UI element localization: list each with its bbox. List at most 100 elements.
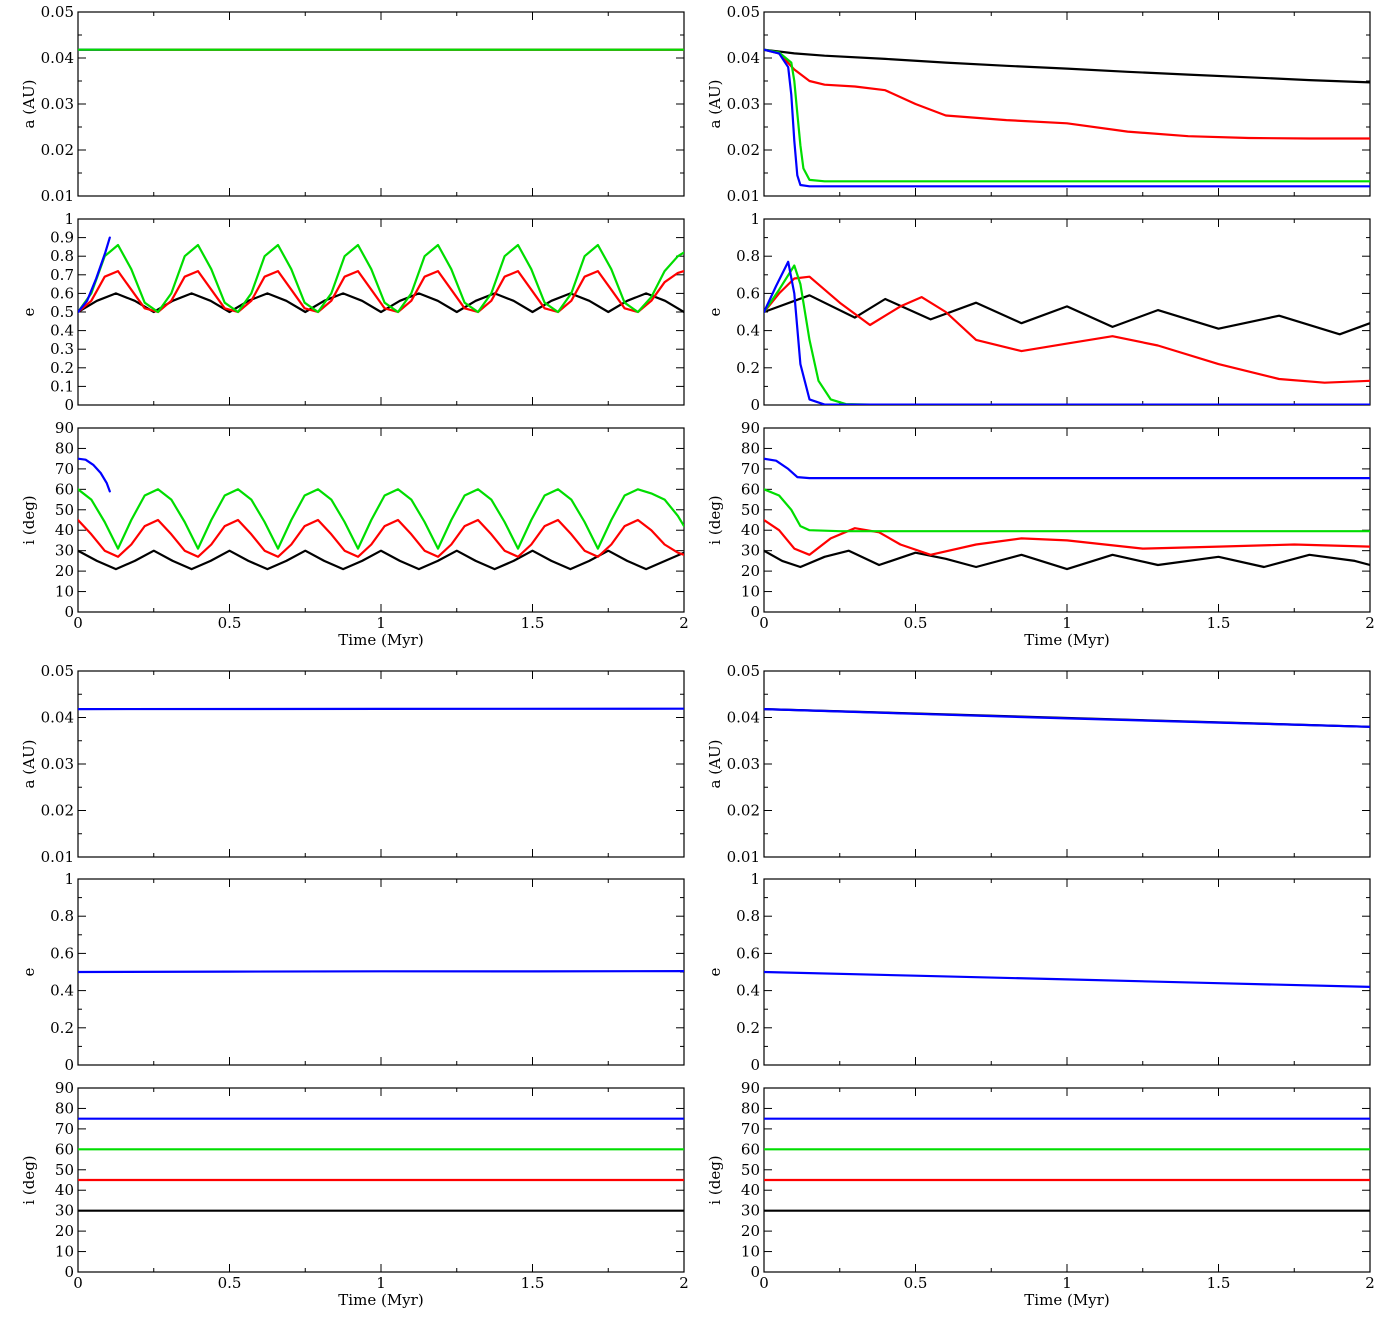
y-tick-label: 80 xyxy=(55,1099,74,1117)
x-axis-label: Time (Myr) xyxy=(1024,1291,1109,1309)
series-line-black xyxy=(78,549,684,571)
y-tick-label: 0.04 xyxy=(41,709,74,727)
x-tick-label: 0.5 xyxy=(904,614,928,632)
y-tick-label: 90 xyxy=(55,1079,74,1097)
y-tick-label: 40 xyxy=(741,521,760,539)
y-tick-label: 10 xyxy=(55,583,74,601)
x-tick-label: 1 xyxy=(1062,1274,1072,1292)
x-tick-label: 1 xyxy=(1062,614,1072,632)
series-line-green xyxy=(78,243,684,314)
y-tick-label: 10 xyxy=(741,1243,760,1261)
series-line-blue xyxy=(78,969,684,974)
y-tick-label: 1 xyxy=(64,210,74,228)
panel-bl-a: 0.01 0.02 0.03 0.04 0.05 a (AU) xyxy=(20,662,685,866)
y-tick-label: 40 xyxy=(55,1181,74,1199)
y-tick-label: 0.6 xyxy=(50,284,74,302)
y-tick-label: 0.04 xyxy=(41,49,74,67)
y-tick-label: 0.05 xyxy=(727,662,760,680)
y-axis-label: e xyxy=(706,307,724,316)
series-line-red xyxy=(78,518,684,558)
x-tick-label: 2 xyxy=(679,614,689,632)
y-axis-label: a (AU) xyxy=(20,80,38,129)
y-axis-label: e xyxy=(706,967,724,976)
x-tick-label: 2 xyxy=(679,1274,689,1292)
x-tick-label: 1.5 xyxy=(521,1274,545,1292)
y-tick-label: 0.03 xyxy=(727,755,760,773)
y-tick-label: 0.01 xyxy=(41,848,74,866)
panel-tl-e: 00.10.20.30.40.50.60.70.80.91 e xyxy=(20,210,685,414)
y-tick-label: 0.1 xyxy=(50,377,74,395)
y-tick-label: 60 xyxy=(741,480,760,498)
y-tick-label: 90 xyxy=(741,1079,760,1097)
series-line-blue xyxy=(764,260,1370,405)
series-line-blue xyxy=(764,48,1370,188)
y-tick-label: 0.03 xyxy=(41,755,74,773)
y-tick-label: 0 xyxy=(750,396,760,414)
y-tick-label: 0.2 xyxy=(736,359,760,377)
y-tick-label: 90 xyxy=(55,419,74,437)
y-tick-label: 0.02 xyxy=(41,802,74,820)
y-tick-label: 60 xyxy=(55,480,74,498)
x-tick-label: 0 xyxy=(73,1274,83,1292)
y-tick-label: 20 xyxy=(741,562,760,580)
x-tick-label: 2 xyxy=(1365,1274,1375,1292)
y-tick-label: 0.02 xyxy=(41,141,74,159)
y-tick-label: 60 xyxy=(55,1140,74,1158)
y-tick-label: 0.05 xyxy=(41,662,74,680)
y-tick-label: 0.4 xyxy=(736,322,760,340)
y-tick-label: 70 xyxy=(741,460,760,478)
y-tick-label: 40 xyxy=(741,1181,760,1199)
x-tick-label: 0 xyxy=(759,614,769,632)
y-tick-label: 0.01 xyxy=(727,187,760,205)
y-tick-label: 0.3 xyxy=(50,340,74,358)
y-tick-label: 0.5 xyxy=(50,303,74,321)
y-tick-label: 0.04 xyxy=(727,709,760,727)
y-tick-label: 0.02 xyxy=(727,141,760,159)
x-tick-label: 0 xyxy=(759,1274,769,1292)
series-line-green xyxy=(764,488,1370,533)
y-tick-label: 0.8 xyxy=(736,907,760,925)
y-tick-label: 0 xyxy=(64,396,74,414)
series-line-green xyxy=(78,488,684,550)
y-tick-label: 0.8 xyxy=(736,247,760,265)
series-line-black xyxy=(78,292,684,314)
y-tick-label: 20 xyxy=(55,1222,74,1240)
x-tick-label: 1 xyxy=(376,1274,386,1292)
y-tick-label: 50 xyxy=(741,1161,760,1179)
series-line-green xyxy=(764,48,1370,183)
plot-frame xyxy=(763,878,1371,1066)
series-line-red xyxy=(764,48,1370,140)
plot-frame xyxy=(763,218,1371,406)
y-tick-label: 0 xyxy=(64,1263,74,1281)
y-tick-label: 0.7 xyxy=(50,266,74,284)
y-tick-label: 0.2 xyxy=(50,1019,74,1037)
x-tick-label: 2 xyxy=(1365,614,1375,632)
panel-tr-e: 0 0.2 0.4 0.6 0.8 1 e xyxy=(706,210,1371,414)
plot-frame xyxy=(763,670,1371,858)
y-tick-label: 0.04 xyxy=(727,49,760,67)
y-tick-label: 30 xyxy=(741,1202,760,1220)
x-tick-label: 0.5 xyxy=(218,614,242,632)
series-line-black xyxy=(764,294,1370,336)
y-tick-label: 0.2 xyxy=(736,1019,760,1037)
y-tick-label: 0 xyxy=(750,1263,760,1281)
plot-frame xyxy=(77,11,685,197)
series-line-black xyxy=(764,48,1370,84)
y-tick-label: 0.05 xyxy=(41,3,74,21)
plot-frame xyxy=(763,427,1371,613)
series-line-blue xyxy=(764,707,1370,728)
y-axis-label: a (AU) xyxy=(706,740,724,789)
y-axis-label: i (deg) xyxy=(706,495,724,544)
y-tick-label: 0.03 xyxy=(727,95,760,113)
y-tick-label: 1 xyxy=(64,870,74,888)
y-tick-label: 60 xyxy=(741,1140,760,1158)
y-axis-label: e xyxy=(20,967,38,976)
plot-frame xyxy=(77,427,685,613)
y-tick-label: 0.8 xyxy=(50,247,74,265)
y-tick-label: 30 xyxy=(55,1202,74,1220)
x-tick-label: 1 xyxy=(376,614,386,632)
